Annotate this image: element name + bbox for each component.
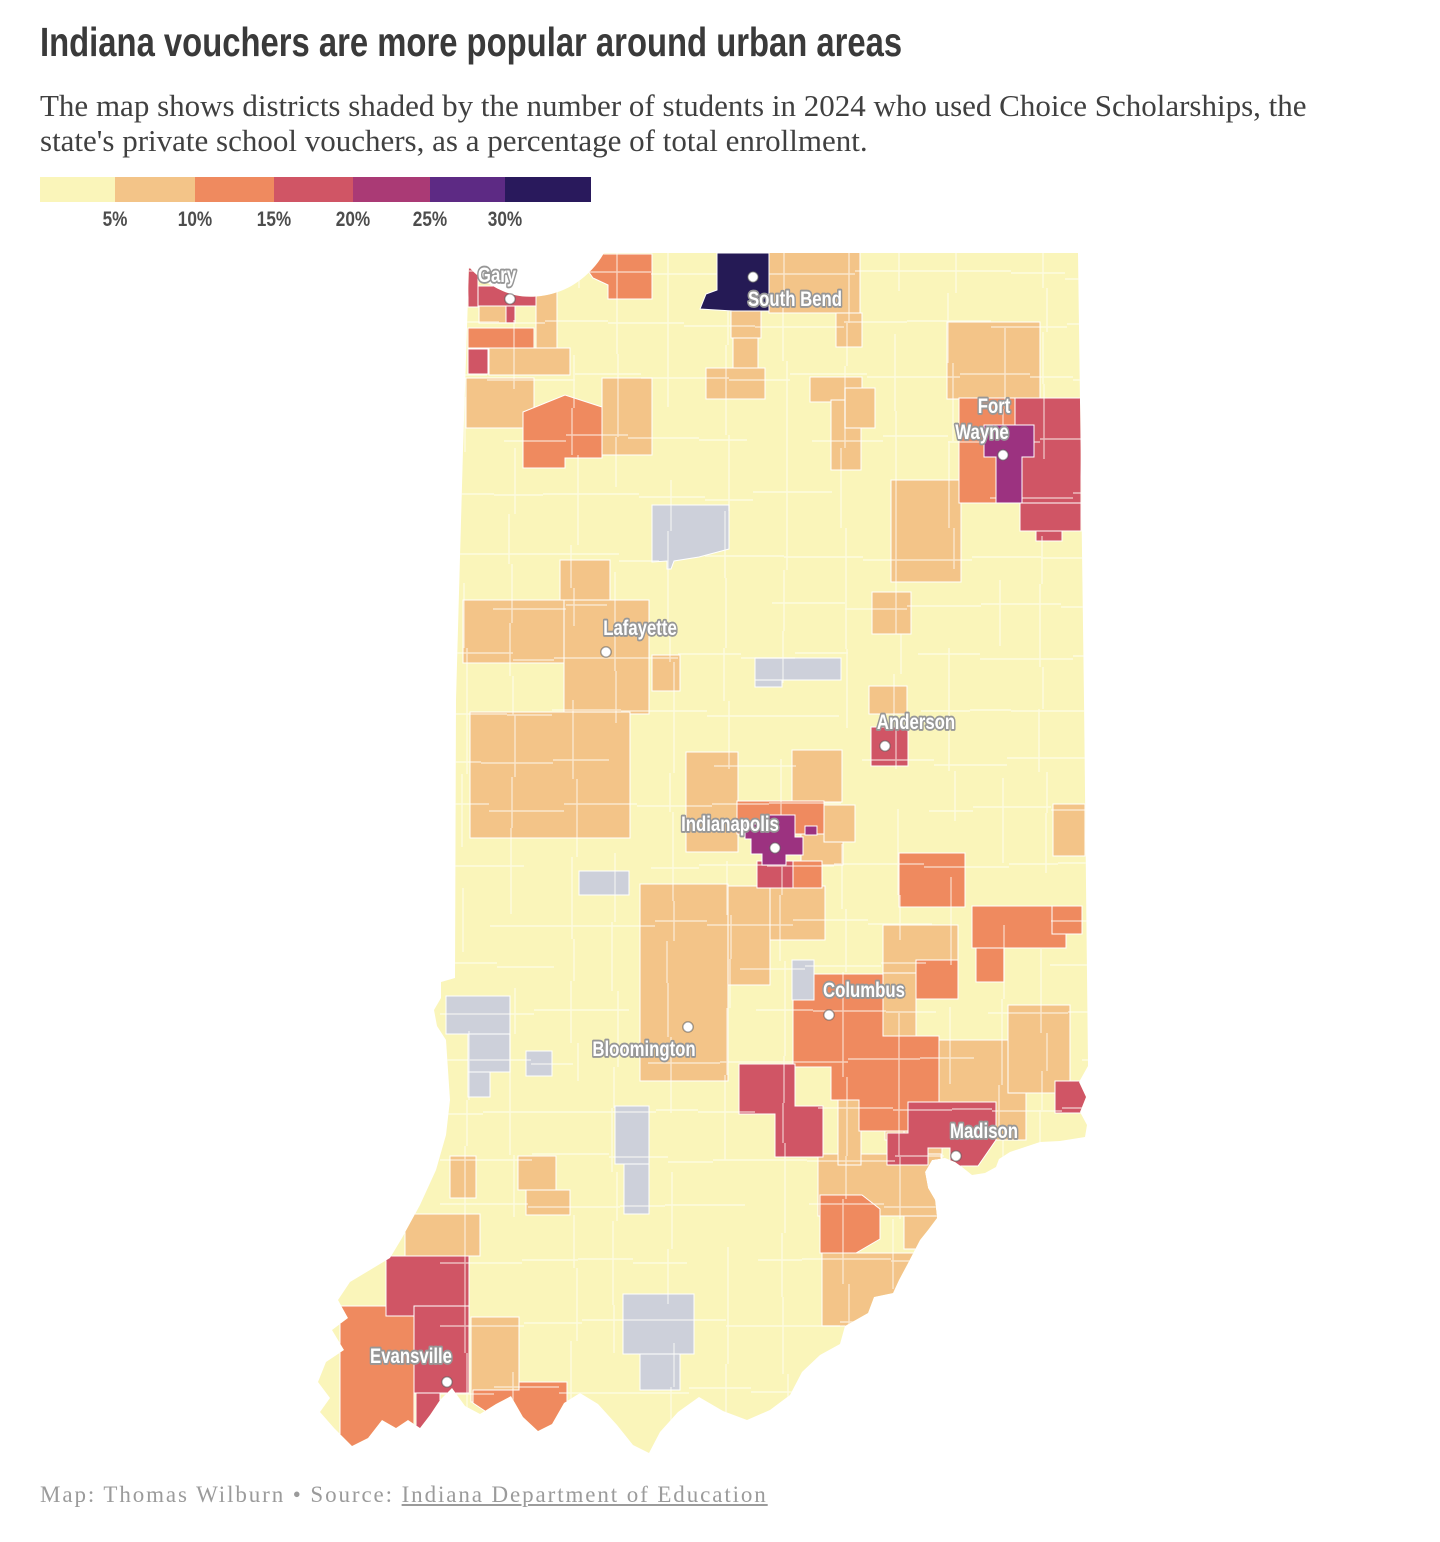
svg-text:Evansville: Evansville (370, 1345, 452, 1368)
svg-text:Lafayette: Lafayette (603, 617, 677, 640)
svg-text:Madison: Madison (950, 1120, 1018, 1143)
svg-text:Wayne: Wayne (955, 421, 1009, 444)
svg-text:South Bend: South Bend (748, 288, 842, 311)
svg-text:Bloomington: Bloomington (592, 1038, 695, 1061)
svg-text:Fort: Fort (978, 395, 1011, 418)
svg-text:Anderson: Anderson (877, 711, 955, 734)
svg-text:Gary: Gary (478, 264, 516, 287)
svg-text:Indianapolis: Indianapolis (681, 813, 779, 836)
svg-text:Columbus: Columbus (823, 979, 905, 1002)
